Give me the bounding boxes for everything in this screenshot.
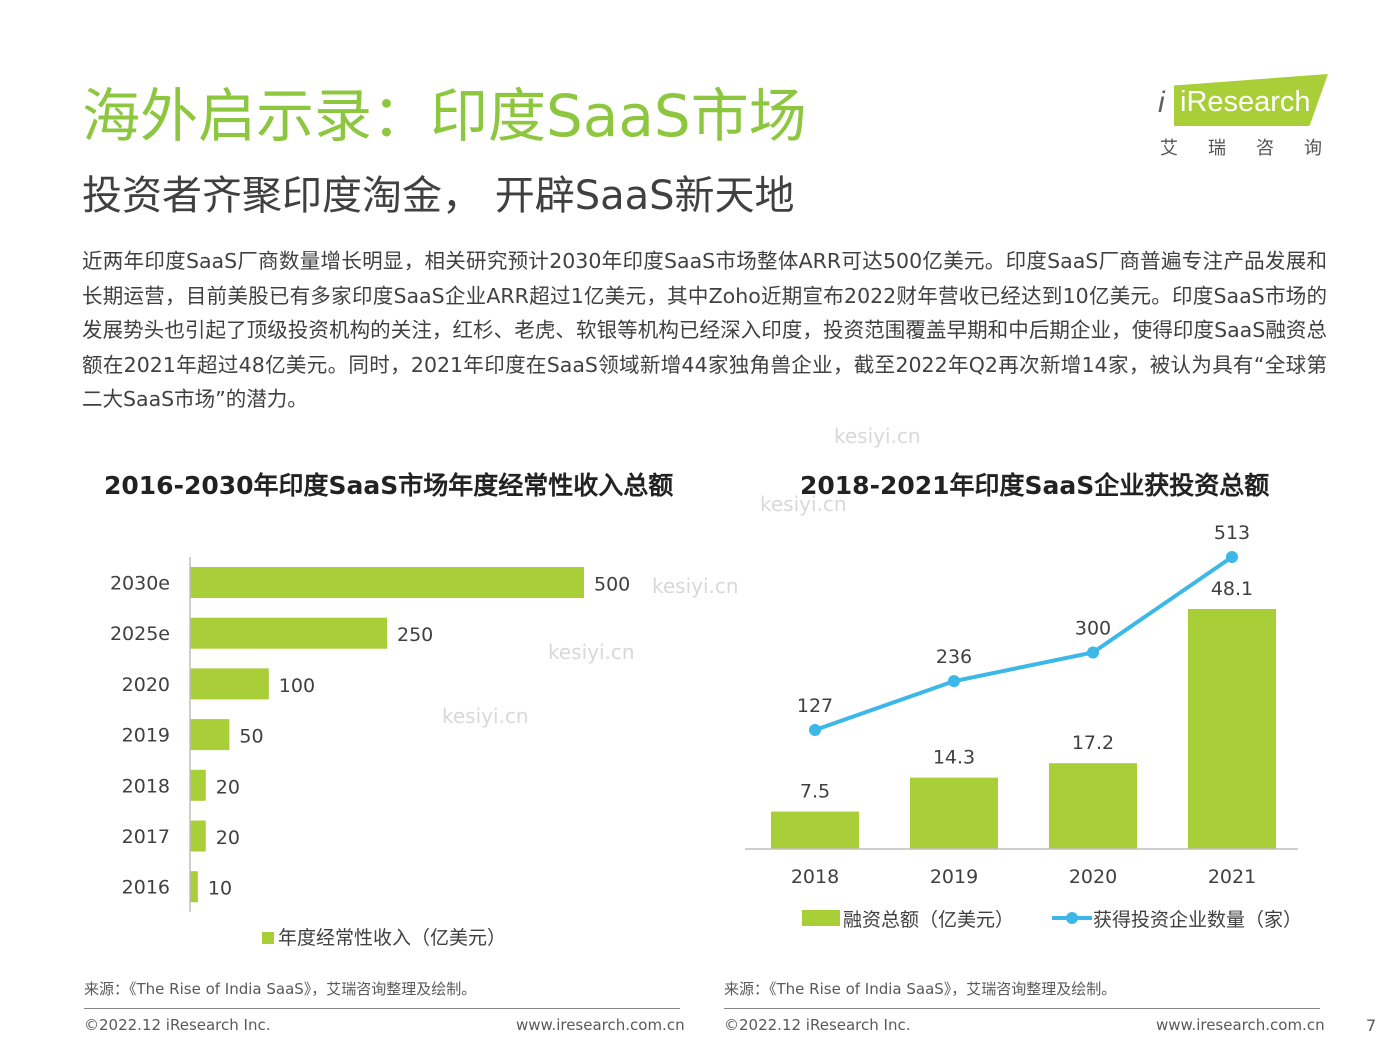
chart1-category-label: 2017 bbox=[122, 826, 170, 848]
chart2-line-point bbox=[1087, 646, 1099, 659]
iresearch-logo: i iResearch 艾瑞咨询 bbox=[1152, 74, 1332, 164]
watermark: kesiyi.cn bbox=[652, 574, 739, 598]
chart1-bar bbox=[190, 567, 584, 598]
chart2-legend-line-marker bbox=[1066, 912, 1078, 924]
chart2-line-point bbox=[1226, 551, 1238, 563]
source-note-right: 来源：《The Rise of India SaaS》，艾瑞咨询整理及绘制。 bbox=[724, 980, 1117, 998]
footer-divider-right bbox=[724, 1008, 1320, 1009]
chart1-bar bbox=[190, 617, 387, 649]
chart2-bar bbox=[771, 811, 859, 849]
watermark: kesiyi.cn bbox=[442, 704, 529, 728]
chart1-svg: 2030e 500 2025e 250 2020 100 2019 50 2018 20 2017 2… bbox=[110, 557, 630, 949]
chart2-line-value-label: 236 bbox=[936, 646, 972, 668]
watermark: kesiyi.cn bbox=[834, 424, 921, 448]
chart1-bar bbox=[190, 769, 206, 801]
chart1-category-label: 2018 bbox=[122, 775, 170, 797]
chart1-bar bbox=[190, 871, 198, 903]
chart2-category-label: 2018 bbox=[791, 866, 839, 888]
chart2-legend-bar-swatch bbox=[802, 910, 840, 926]
page-number: 7 bbox=[1366, 1016, 1377, 1035]
footer-divider-left bbox=[84, 1008, 680, 1009]
chart1-value-label: 20 bbox=[216, 827, 240, 849]
chart1-bar bbox=[190, 719, 230, 751]
chart2-line-value-label: 513 bbox=[1214, 522, 1250, 544]
chart1-category-label: 2016 bbox=[122, 877, 170, 899]
chart1-value-label: 10 bbox=[208, 878, 232, 900]
chart1-value-label: 50 bbox=[239, 726, 263, 748]
chart2-category-label: 2020 bbox=[1069, 866, 1117, 888]
page-subtitle: 投资者齐聚印度淘金， 开辟SaaS新天地 bbox=[82, 173, 795, 219]
chart1-bar bbox=[190, 820, 206, 852]
chart2-line-point bbox=[948, 675, 960, 688]
chart1-value-label: 20 bbox=[216, 776, 240, 798]
chart1-title: 2016-2030年印度SaaS市场年度经常性收入总额 bbox=[104, 471, 674, 500]
website-link-right[interactable]: www.iresearch.com.cn bbox=[1156, 1016, 1325, 1034]
logo-brand-cn: 艾瑞咨询 bbox=[1160, 138, 1352, 159]
chart2-title: 2018-2021年印度SaaS企业获投资总额 bbox=[800, 471, 1270, 500]
chart1-value-label: 250 bbox=[397, 624, 433, 646]
chart1-value-label: 100 bbox=[279, 675, 315, 697]
logo-brand-text: iResearch bbox=[1180, 86, 1311, 118]
website-link-left[interactable]: www.iresearch.com.cn bbox=[516, 1016, 685, 1034]
chart2-bar bbox=[1188, 609, 1276, 849]
chart2-bar-value-label: 17.2 bbox=[1072, 732, 1114, 754]
chart2-bar-value-label: 7.5 bbox=[800, 781, 830, 803]
chart1-legend-label: 年度经常性收入（亿美元） bbox=[278, 927, 506, 949]
body-paragraph: 近两年印度SaaS厂商数量增长明显，相关研究预计2030年印度SaaS市场整体A… bbox=[82, 249, 1327, 411]
chart2-bar bbox=[910, 777, 998, 849]
chart2-line-value-label: 300 bbox=[1075, 617, 1111, 639]
chart2-svg: 7.5 2018 14.3 2019 17.2 2020 48.1 2021 127 236 30… bbox=[745, 522, 1302, 931]
chart1-category-label: 2025e bbox=[110, 623, 170, 645]
watermark: kesiyi.cn bbox=[760, 492, 847, 516]
chart2-bar-value-label: 48.1 bbox=[1211, 578, 1253, 600]
chart2-line-series bbox=[814, 555, 1234, 732]
chart1-category-label: 2019 bbox=[122, 725, 170, 747]
chart2-bar bbox=[1049, 763, 1137, 849]
logo-i-mark: i bbox=[1158, 86, 1165, 119]
copyright-left: ©2022.12 iResearch Inc. bbox=[84, 1016, 271, 1034]
watermark: kesiyi.cn bbox=[548, 640, 635, 664]
copyright-right: ©2022.12 iResearch Inc. bbox=[724, 1016, 911, 1034]
chart1-value-label: 500 bbox=[594, 574, 630, 596]
chart1-legend-swatch bbox=[262, 932, 274, 944]
chart1-bar bbox=[190, 668, 269, 700]
chart2-line-value-label: 127 bbox=[797, 695, 833, 717]
page-title: 海外启示录：印度SaaS市场 bbox=[82, 82, 807, 150]
chart2-category-label: 2021 bbox=[1208, 866, 1256, 888]
source-note-left: 来源：《The Rise of India SaaS》，艾瑞咨询整理及绘制。 bbox=[84, 980, 477, 998]
chart1-category-label: 2030e bbox=[110, 573, 170, 595]
chart2-legend-line-label: 获得投资企业数量（家） bbox=[1093, 909, 1302, 931]
chart2-legend-bar-label: 融资总额（亿美元） bbox=[843, 909, 1014, 931]
chart2-category-label: 2019 bbox=[930, 866, 978, 888]
chart1-category-label: 2020 bbox=[122, 674, 170, 696]
chart2-bar-value-label: 14.3 bbox=[933, 747, 975, 769]
chart2-line-point bbox=[809, 724, 821, 736]
